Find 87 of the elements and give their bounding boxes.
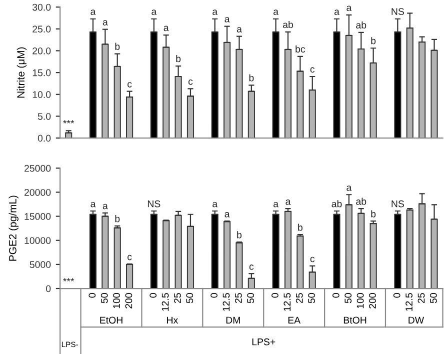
x-tick-label: 12.5 bbox=[162, 293, 169, 311]
data-label: ab bbox=[356, 198, 366, 205]
data-label: a bbox=[102, 20, 108, 26]
y-tick-label: 5000 bbox=[30, 261, 51, 268]
x-tick-label: 200 bbox=[125, 293, 132, 308]
data-label: c bbox=[128, 82, 132, 88]
x-tick-label: 0 bbox=[272, 293, 278, 298]
y-axis-title: PGE2 (pg/mL) bbox=[8, 196, 18, 261]
y-tick-label: 0.0 bbox=[38, 134, 51, 142]
x-tick-label: 200 bbox=[369, 293, 376, 308]
data-label: a bbox=[102, 204, 108, 210]
data-label: c bbox=[128, 254, 132, 260]
data-label: NS bbox=[392, 200, 404, 208]
data-label: NS bbox=[148, 200, 160, 208]
data-label: a bbox=[212, 202, 218, 208]
text: DW bbox=[408, 316, 424, 324]
data-label: NS bbox=[392, 8, 404, 15]
data-label: ab bbox=[282, 20, 293, 28]
y-tick-label: 15000 bbox=[24, 213, 51, 220]
x-tick-label: 25 bbox=[296, 293, 303, 303]
y-tick-label: 25000 bbox=[24, 164, 51, 172]
y-tick-label: 30.0 bbox=[32, 4, 51, 11]
data-label: b bbox=[237, 231, 242, 238]
x-tick-label: 12.5 bbox=[406, 293, 412, 311]
data-label: c bbox=[310, 256, 315, 262]
data-label: bc bbox=[296, 45, 306, 53]
x-tick-label: 50 bbox=[100, 293, 108, 304]
y-tick-label: 15.0 bbox=[32, 69, 51, 76]
x-tick-label: 25 bbox=[418, 293, 425, 303]
data-label: a bbox=[224, 17, 230, 22]
x-tick-label: 100 bbox=[356, 293, 364, 308]
data-label: a bbox=[90, 202, 96, 208]
data-label: *** bbox=[63, 278, 74, 282]
data-label: b bbox=[371, 37, 376, 44]
data-label: b bbox=[176, 54, 181, 62]
data-label: a bbox=[334, 10, 340, 15]
x-tick-label: 0 bbox=[88, 293, 96, 298]
data-label: ab bbox=[332, 200, 342, 208]
y-tick-label: 20.0 bbox=[32, 47, 51, 54]
y-tick-label: 10.0 bbox=[32, 91, 51, 98]
data-label: a bbox=[224, 212, 230, 218]
data-label: a bbox=[212, 10, 218, 15]
y-tick-label: 25.0 bbox=[32, 26, 51, 33]
data-label: c bbox=[310, 67, 315, 73]
x-tick-label: 0 bbox=[150, 293, 157, 298]
y-tick-label: 10000 bbox=[24, 237, 51, 244]
x-tick-label: 50 bbox=[186, 293, 194, 304]
data-label: a bbox=[274, 202, 279, 208]
x-tick-label: 50 bbox=[308, 293, 315, 304]
x-tick-label: 100 bbox=[113, 293, 120, 308]
data-label: b bbox=[371, 210, 376, 218]
data-label: a bbox=[274, 10, 279, 15]
data-label: a bbox=[90, 10, 96, 15]
x-tick-label: 0 bbox=[393, 293, 400, 298]
data-label: a bbox=[346, 186, 352, 191]
x-tick-label: 12.5 bbox=[284, 293, 291, 311]
y-tick-label: 20000 bbox=[24, 188, 51, 196]
data-label: c bbox=[188, 80, 193, 85]
x-tick-label: 50 bbox=[430, 293, 437, 304]
data-label: a bbox=[164, 26, 169, 32]
data-label: b bbox=[298, 224, 302, 231]
text: LPS+ bbox=[252, 338, 276, 346]
data-label: c bbox=[249, 264, 254, 270]
data-label: a bbox=[346, 6, 352, 12]
data-label: b bbox=[115, 42, 120, 50]
text: DM bbox=[226, 316, 240, 324]
x-tick-label: 12.5 bbox=[222, 293, 230, 311]
x-tick-label: 25 bbox=[174, 293, 181, 303]
text: EA bbox=[288, 316, 301, 324]
data-label: a bbox=[286, 200, 291, 205]
y-tick-label: 5.0 bbox=[38, 112, 51, 120]
x-tick-label: 50 bbox=[344, 293, 352, 304]
data-label: a bbox=[236, 27, 242, 32]
text: BtOH bbox=[344, 316, 366, 324]
y-axis-title: Nitrite (μM) bbox=[16, 47, 27, 98]
text: EtOH bbox=[100, 316, 122, 324]
data-label: a bbox=[152, 10, 157, 15]
x-tick-label: 0 bbox=[210, 293, 218, 298]
x-tick-label: 50 bbox=[247, 293, 254, 304]
data-label: b bbox=[249, 74, 254, 82]
x-tick-label: 25 bbox=[234, 293, 242, 303]
x-tick-label: 0 bbox=[332, 293, 340, 298]
data-label: *** bbox=[63, 120, 74, 124]
data-label: ab bbox=[356, 21, 366, 29]
text: Hx bbox=[167, 316, 178, 324]
y-tick-label: 0 bbox=[46, 285, 51, 292]
data-label: b bbox=[115, 215, 120, 222]
